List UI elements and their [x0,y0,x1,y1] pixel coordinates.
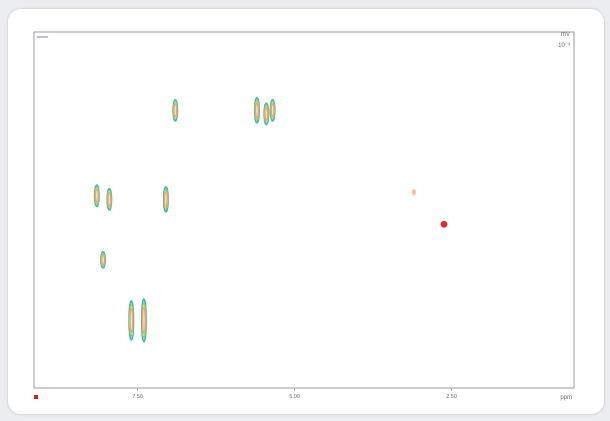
contour-ring [270,103,275,118]
contour-peak [93,184,100,208]
contour-ring [163,191,168,208]
y-scale-label: ·10⁻³ [556,43,570,49]
contour-peak [140,298,147,343]
faint-peak [411,189,416,196]
contour-ring [264,106,269,121]
contour-ring [141,306,146,334]
x-ticks: 7.50 5.00 2.50 [132,388,457,400]
contour-peak [106,187,113,211]
contour-ring [107,192,112,207]
contour-ring [129,308,134,333]
origin-marker [34,395,38,399]
x-tick-label: 7.50 [132,394,143,400]
red-marker-dot [440,220,448,228]
contour-ring [94,188,99,203]
x-unit-label: ppm [560,395,572,401]
y-unit-label: mV [561,32,570,38]
contour-peak [128,299,135,341]
contour-peak [269,98,276,122]
peak-layer [93,97,448,343]
contour-ring [254,102,259,119]
x-tick-label: 5.00 [289,394,300,400]
x-tick-label: 2.50 [446,394,457,400]
plot-frame [33,31,575,389]
contour-peak [162,186,169,213]
contour-ring [101,254,105,266]
contour-peak [172,98,179,122]
contour-peak [263,102,270,126]
contour-ring [173,103,178,118]
contour-peak [253,97,260,124]
contour-peak [100,251,107,269]
